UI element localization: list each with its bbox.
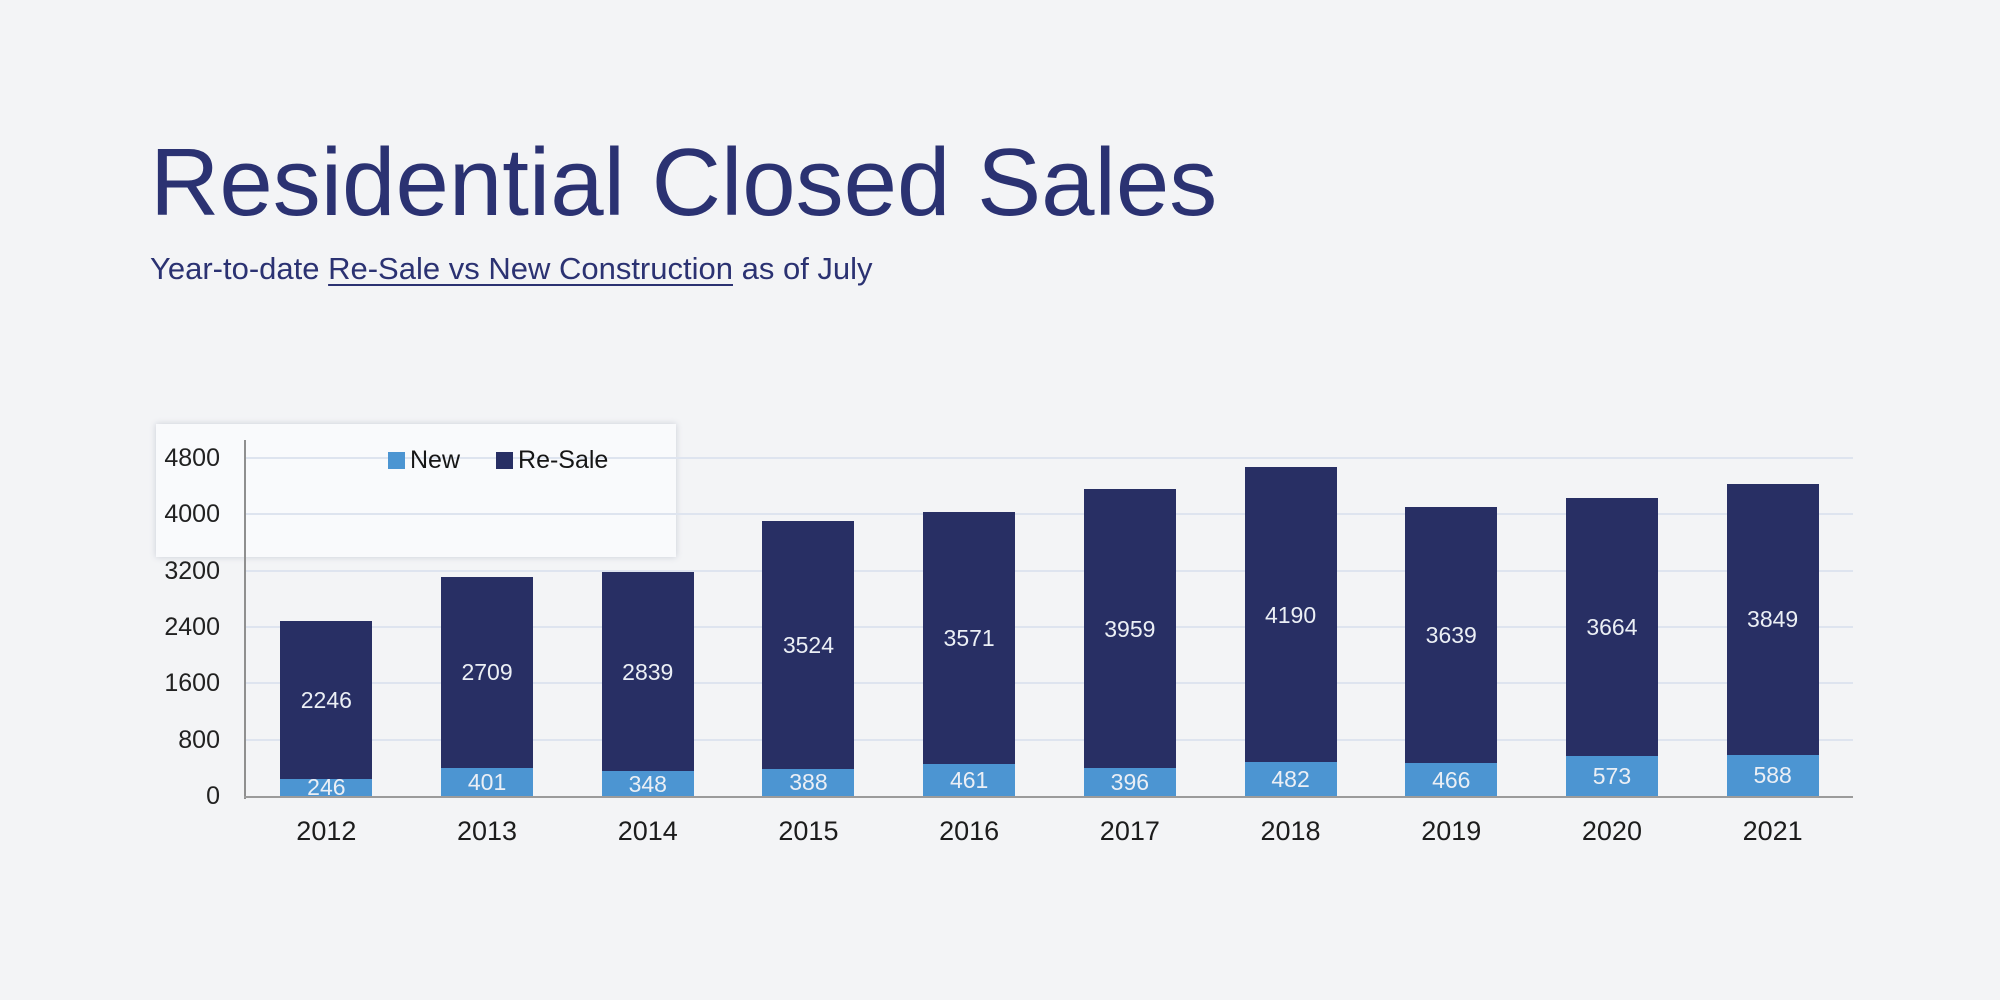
bar-value-label-resale-2015: 3524	[782, 631, 835, 658]
gridline-1600	[246, 682, 1853, 685]
bar-value-label-resale-2016: 3571	[943, 624, 995, 651]
bar-segment-new-2019	[1405, 763, 1498, 796]
page-title: Residential Closed Sales	[150, 129, 1218, 236]
x-axis-tick-label: 2013	[457, 816, 518, 846]
y-axis-tick-label: 800	[178, 725, 220, 754]
y-axis-line	[243, 440, 246, 799]
bar-segment-resale-2017	[1083, 489, 1176, 769]
legend-item-new: New	[388, 446, 460, 475]
gridline-2400	[246, 626, 1853, 628]
y-axis-tick-label: 4000	[164, 500, 220, 529]
bar-value-label-resale-2017: 3959	[1104, 615, 1156, 642]
legend-swatch-resale-icon	[496, 451, 514, 469]
y-axis-tick-label: 1600	[164, 669, 220, 698]
bar-segment-resale-2019	[1405, 506, 1498, 764]
subtitle-suffix: as of July	[732, 251, 873, 286]
gridline-4000	[246, 513, 1853, 516]
bar-segment-new-2016	[923, 763, 1016, 796]
bar-segment-new-2018	[1244, 762, 1337, 796]
bar-value-label-new-2013: 401	[467, 768, 507, 795]
bar-segment-resale-2021	[1726, 483, 1819, 755]
bar-segment-new-2020	[1565, 755, 1658, 796]
chart-legend: New Re-Sale	[388, 446, 608, 474]
bar-value-label-new-2020: 573	[1592, 762, 1632, 789]
legend-swatch-new-icon	[388, 451, 405, 469]
bar-segment-resale-2015	[762, 520, 855, 769]
gridline-3200	[246, 569, 1853, 572]
gridline-800	[246, 738, 1853, 741]
page-subtitle: Year-to-date Re-Sale vs New Construction…	[150, 250, 873, 288]
bar-value-label-new-2019: 466	[1432, 766, 1471, 793]
bar-value-label-resale-2018: 4190	[1264, 601, 1317, 628]
bar-segment-resale-2012	[280, 620, 373, 779]
bar-segment-resale-2016	[923, 512, 1016, 764]
bar-segment-new-2014	[601, 771, 694, 796]
legend-item-resale: Re-Sale	[496, 446, 608, 475]
x-axis-tick-label: 2018	[1260, 816, 1321, 846]
bar-value-label-new-2015: 388	[789, 769, 828, 796]
bar-segment-new-2017	[1083, 768, 1176, 796]
x-axis-tick-label: 2015	[778, 816, 839, 846]
x-axis-tick-label: 2012	[296, 816, 357, 846]
gridline-4800	[246, 457, 1853, 459]
subtitle-prefix: Year-to-date	[150, 251, 329, 286]
x-axis-tick-label: 2016	[939, 816, 1000, 846]
bar-segment-new-2021	[1726, 754, 1819, 796]
bar-value-label-new-2017: 396	[1110, 769, 1150, 796]
bar-value-label-resale-2020: 3664	[1586, 613, 1638, 640]
bar-segment-resale-2013	[441, 577, 534, 768]
bar-value-label-resale-2013: 2709	[461, 659, 513, 686]
x-axis-line	[243, 795, 1853, 798]
bar-value-label-new-2018: 482	[1271, 766, 1310, 793]
bar-segment-resale-2020	[1565, 497, 1658, 756]
legend-label-resale: Re-Sale	[518, 445, 609, 474]
x-axis-tick-label: 2020	[1581, 816, 1642, 846]
bar-value-label-resale-2021: 3849	[1747, 606, 1799, 633]
backdrop-panel	[156, 424, 676, 557]
bar-value-label-new-2014: 348	[628, 770, 667, 797]
bar-segment-resale-2018	[1244, 467, 1337, 763]
bar-value-label-new-2016: 461	[949, 766, 989, 793]
x-axis-tick-label: 2014	[617, 816, 678, 846]
x-axis-tick-label: 2021	[1742, 816, 1803, 846]
bar-segment-resale-2014	[601, 571, 694, 772]
bar-value-label-resale-2014: 2839	[622, 658, 674, 685]
legend-label-new: New	[410, 445, 461, 474]
bar-segment-new-2013	[441, 767, 534, 796]
bar-value-label-new-2012: 246	[307, 774, 346, 801]
bar-value-label-resale-2012: 2246	[300, 686, 352, 713]
x-axis-tick-label: 2017	[1099, 816, 1160, 846]
bar-value-label-new-2021: 588	[1753, 762, 1792, 789]
subtitle-underlined-phrase: Re-Sale vs New Construction	[328, 251, 733, 286]
y-axis-tick-label: 4800	[164, 444, 220, 472]
bar-value-label-resale-2019: 3639	[1425, 622, 1477, 649]
y-axis-tick-label: 2400	[164, 613, 220, 641]
bar-segment-new-2012	[280, 778, 373, 796]
x-axis-tick-label: 2019	[1421, 816, 1482, 846]
y-axis-tick-label: 3200	[164, 556, 220, 585]
bar-segment-new-2015	[762, 768, 855, 796]
y-axis-tick-label: 0	[206, 782, 220, 810]
